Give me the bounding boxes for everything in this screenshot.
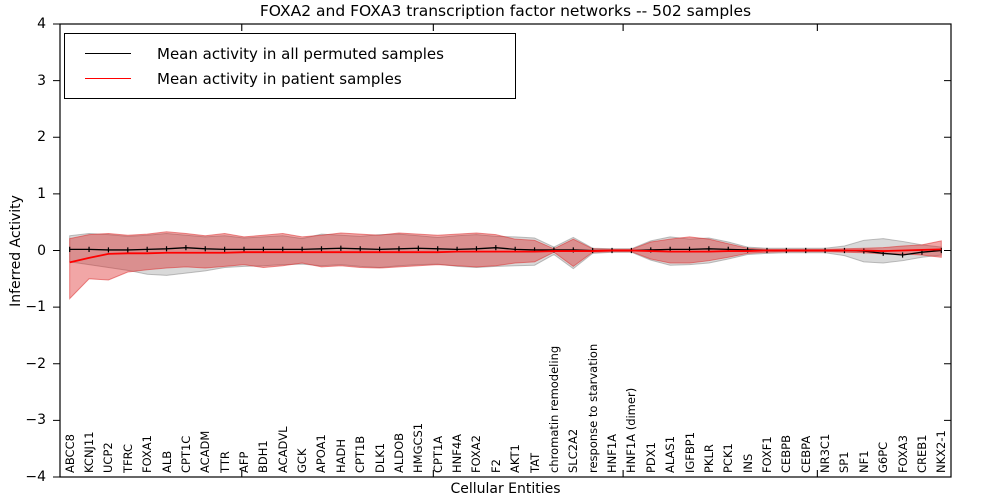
x-tick-label: chromatin remodeling — [546, 345, 561, 473]
x-tick-label: PCK1 — [721, 443, 736, 473]
x-tick-label: HADH — [333, 438, 348, 473]
x-tick-label: AKT1 — [508, 444, 523, 473]
x-tick-label: TAT — [527, 452, 542, 473]
x-tick-label: GCK — [295, 448, 310, 473]
x-tick-label: CPT1B — [353, 435, 368, 473]
x-tick-label: SP1 — [837, 451, 852, 473]
x-tick-label: HNF1A (dimer) — [624, 387, 639, 473]
x-tick-label: IGFBP1 — [682, 431, 697, 473]
y-tick-label: −2 — [25, 355, 46, 372]
x-tick-label: CEBPB — [779, 434, 794, 473]
x-tick-label: G6PC — [876, 441, 891, 473]
x-tick-label: APOA1 — [314, 434, 329, 473]
y-tick-label: 0 — [37, 242, 46, 259]
x-tick-label: CEBPA — [798, 435, 813, 473]
y-tick-label: 4 — [37, 16, 46, 32]
x-tick-label: NR3C1 — [818, 433, 833, 473]
x-tick-label: ACADVL — [275, 426, 290, 474]
x-tick-label: HMGCS1 — [411, 422, 426, 473]
x-tick-label: UCP2 — [101, 442, 116, 473]
y-tick-label: 3 — [37, 72, 46, 89]
x-tick-label: response to starvation — [585, 343, 600, 473]
x-tick-label: KCNJ11 — [82, 431, 97, 473]
x-tick-label: BDH1 — [256, 440, 271, 473]
x-tick-label: AFP — [237, 451, 251, 473]
x-tick-label: TFRC — [120, 443, 135, 473]
y-tick-label: −4 — [25, 469, 46, 485]
legend-entry-patient: Mean activity in patient samples — [85, 66, 515, 91]
x-tick-label: HNF4A — [450, 433, 465, 473]
x-tick-label: CPT1C — [178, 435, 193, 473]
axis-ticks — [53, 23, 951, 478]
y-tick-label: −3 — [25, 412, 46, 429]
x-tick-label: NF1 — [856, 450, 871, 473]
x-tick-label: FOXA1 — [140, 435, 155, 473]
chart-title: FOXA2 and FOXA3 transcription factor net… — [259, 2, 752, 20]
x-tick-label: ALAS1 — [663, 435, 678, 473]
y-tick-label: −1 — [25, 299, 46, 316]
legend-entry-permuted: Mean activity in all permuted samples — [85, 41, 515, 66]
x-tick-label: FOXA2 — [469, 435, 484, 473]
x-tick-label: NKX2-1 — [934, 430, 949, 473]
x-tick-label: ALDOB — [391, 432, 406, 473]
x-tick-label: INS — [740, 453, 755, 473]
x-tick-label: ALB — [159, 450, 174, 473]
legend-label-patient: Mean activity in patient samples — [157, 69, 402, 88]
x-tick-label: ABCC8 — [62, 434, 77, 473]
legend: Mean activity in all permuted samples Me… — [64, 33, 516, 99]
y-tick-label: 2 — [37, 129, 46, 146]
x-tick-label: CREB1 — [914, 434, 929, 474]
x-tick-label: CPT1A — [430, 435, 445, 473]
x-tick-label: PKLR — [701, 444, 716, 473]
x-tick-label: FOXF1 — [759, 436, 774, 473]
y-tick-label: 1 — [37, 185, 46, 202]
x-tick-label: F2 — [488, 459, 503, 473]
x-tick-label: SLC2A2 — [566, 428, 581, 473]
x-axis-label: Cellular Entities — [450, 481, 561, 497]
band — [69, 231, 942, 300]
x-tick-label: HNF1A — [605, 433, 620, 473]
x-tick-label: ACADM — [198, 430, 213, 473]
series-line — [69, 248, 942, 264]
x-tick-label: FOXA3 — [895, 435, 910, 473]
red-line-sample-icon — [85, 78, 131, 79]
x-tick-label: DLK1 — [372, 442, 387, 473]
black-line-sample-icon — [85, 53, 131, 54]
legend-label-permuted: Mean activity in all permuted samples — [157, 44, 444, 63]
x-tick-label: TTR — [217, 451, 232, 473]
x-tick-label: PDX1 — [643, 442, 658, 473]
